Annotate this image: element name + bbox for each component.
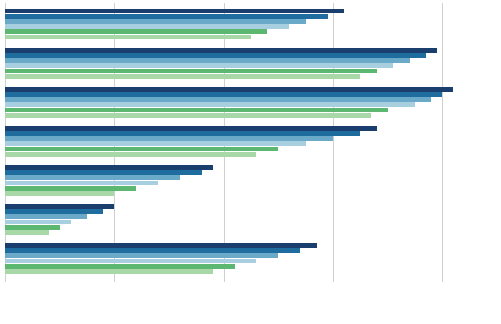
Bar	[5, 248, 300, 253]
Bar	[5, 253, 278, 258]
Bar	[5, 204, 114, 209]
Bar	[5, 243, 316, 248]
Bar	[5, 225, 60, 230]
Bar	[5, 35, 250, 40]
Bar	[5, 170, 201, 175]
Bar	[5, 152, 256, 157]
Bar	[5, 53, 425, 58]
Bar	[5, 209, 103, 214]
Bar	[5, 220, 71, 225]
Bar	[5, 108, 387, 112]
Bar	[5, 113, 371, 118]
Bar	[5, 74, 360, 78]
Bar	[5, 69, 376, 73]
Bar	[5, 191, 114, 196]
Bar	[5, 64, 392, 68]
Bar	[5, 92, 441, 97]
Bar	[5, 230, 49, 235]
Bar	[5, 126, 376, 131]
Bar	[5, 147, 278, 151]
Bar	[5, 165, 212, 170]
Bar	[5, 24, 289, 29]
Bar	[5, 97, 430, 102]
Bar	[5, 48, 436, 52]
Bar	[5, 14, 327, 19]
Bar	[5, 186, 136, 191]
Bar	[5, 58, 409, 63]
Bar	[5, 131, 360, 136]
Bar	[5, 29, 267, 34]
Bar	[5, 87, 452, 92]
Bar	[5, 269, 212, 274]
Bar	[5, 259, 256, 263]
Bar	[5, 180, 158, 185]
Bar	[5, 175, 179, 180]
Bar	[5, 142, 305, 146]
Bar	[5, 214, 87, 219]
Bar	[5, 19, 305, 24]
Bar	[5, 136, 332, 141]
Bar	[5, 9, 343, 14]
Bar	[5, 264, 234, 269]
Bar	[5, 102, 414, 107]
